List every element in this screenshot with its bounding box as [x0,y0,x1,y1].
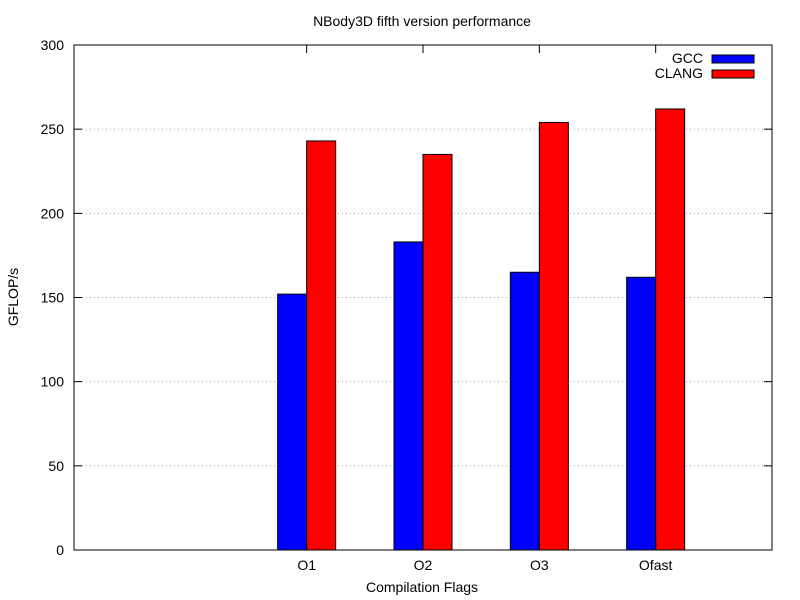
y-axis-label: GFLOP/s [5,268,21,326]
bar-clang-o3 [538,121,569,551]
legend-label-clang: CLANG [655,65,703,81]
bar-gcc-o2 [393,241,424,551]
x-axis: O1 O2 O3 Ofast [297,45,672,573]
y-tick-label: 200 [41,205,65,221]
bar-clang-ofast [655,108,686,551]
legend-swatch-gcc [711,54,755,64]
legend-label-gcc: GCC [672,50,703,66]
y-tick-label: 0 [56,542,64,558]
legend-swatch-clang [711,69,755,79]
y-tick-label: 50 [48,458,64,474]
x-tick-label: O1 [297,557,316,573]
x-tick-label: O2 [414,557,433,573]
x-tick-label: Ofast [639,557,673,573]
y-tick-label: 250 [41,121,65,137]
bar-clang-o1 [306,140,337,551]
bar-gcc-ofast [626,276,657,551]
y-tick-label: 300 [41,37,65,53]
y-tick-label: 100 [41,374,65,390]
x-axis-label: Compilation Flags [366,579,478,595]
bar-gcc-o3 [509,271,540,551]
y-tick-label: 150 [41,290,65,306]
x-tick-label: O3 [530,557,549,573]
chart-title: NBody3D fifth version performance [313,13,531,29]
bars [277,108,686,551]
bar-clang-o2 [422,153,453,551]
bar-gcc-o1 [277,293,308,551]
y-axis: 0 50 100 150 200 250 300 [41,37,772,558]
